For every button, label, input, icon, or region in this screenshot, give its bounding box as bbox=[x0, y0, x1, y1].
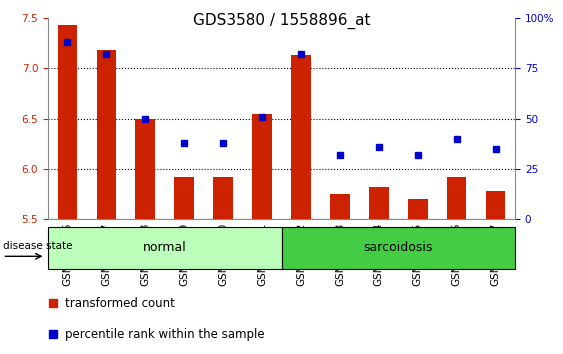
Bar bbox=[57, 25, 77, 219]
Bar bbox=[291, 55, 311, 219]
Text: disease state: disease state bbox=[3, 241, 72, 251]
Bar bbox=[175, 177, 194, 219]
Text: percentile rank within the sample: percentile rank within the sample bbox=[65, 328, 264, 341]
Bar bbox=[213, 177, 233, 219]
Text: transformed count: transformed count bbox=[65, 297, 175, 309]
Bar bbox=[136, 119, 155, 219]
Bar bbox=[369, 187, 388, 219]
Bar bbox=[96, 50, 116, 219]
Bar bbox=[330, 194, 350, 219]
Bar bbox=[408, 199, 427, 219]
Text: sarcoidosis: sarcoidosis bbox=[364, 241, 433, 254]
Bar bbox=[486, 191, 506, 219]
Bar bbox=[282, 227, 515, 269]
Text: GDS3580 / 1558896_at: GDS3580 / 1558896_at bbox=[193, 12, 370, 29]
Bar bbox=[252, 114, 272, 219]
Text: normal: normal bbox=[143, 241, 186, 254]
Bar bbox=[447, 177, 467, 219]
Bar bbox=[48, 227, 282, 269]
